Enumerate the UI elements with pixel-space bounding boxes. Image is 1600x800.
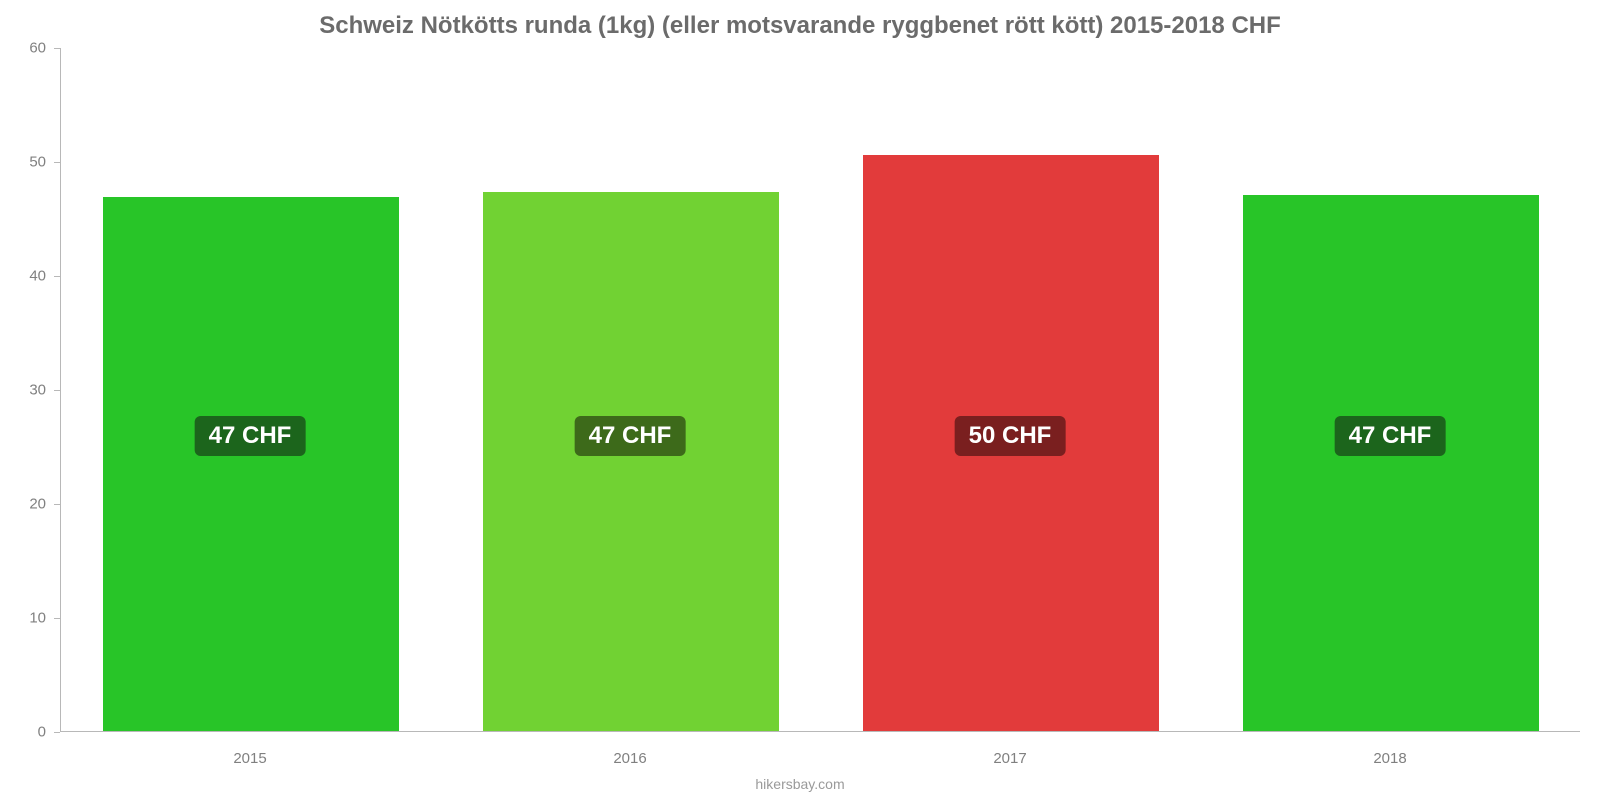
bars-layer bbox=[61, 48, 1580, 731]
y-tick-mark bbox=[54, 276, 60, 277]
y-tick-label: 40 bbox=[0, 268, 46, 285]
bar-value-label: 47 CHF bbox=[195, 416, 306, 456]
bar bbox=[103, 197, 399, 731]
bar bbox=[483, 192, 779, 731]
bar-value-label: 47 CHF bbox=[1335, 416, 1446, 456]
y-tick-label: 30 bbox=[0, 382, 46, 399]
y-tick-label: 0 bbox=[0, 724, 46, 741]
source-label: hikersbay.com bbox=[0, 776, 1600, 792]
bar bbox=[1243, 195, 1539, 731]
y-tick-mark bbox=[54, 162, 60, 163]
x-tick-label: 2018 bbox=[1373, 750, 1406, 767]
y-tick-label: 50 bbox=[0, 154, 46, 171]
y-tick-label: 20 bbox=[0, 496, 46, 513]
y-tick-label: 10 bbox=[0, 610, 46, 627]
y-tick-mark bbox=[54, 504, 60, 505]
y-tick-mark bbox=[54, 390, 60, 391]
x-tick-label: 2016 bbox=[613, 750, 646, 767]
chart-container: Schweiz Nötkötts runda (1kg) (eller mots… bbox=[0, 0, 1600, 800]
y-tick-mark bbox=[54, 48, 60, 49]
chart-title: Schweiz Nötkötts runda (1kg) (eller mots… bbox=[0, 12, 1600, 40]
bar-value-label: 50 CHF bbox=[955, 416, 1066, 456]
x-tick-label: 2015 bbox=[233, 750, 266, 767]
plot-area bbox=[60, 48, 1580, 732]
bar-value-label: 47 CHF bbox=[575, 416, 686, 456]
y-tick-mark bbox=[54, 618, 60, 619]
y-tick-mark bbox=[54, 732, 60, 733]
x-tick-label: 2017 bbox=[993, 750, 1026, 767]
y-tick-label: 60 bbox=[0, 40, 46, 57]
